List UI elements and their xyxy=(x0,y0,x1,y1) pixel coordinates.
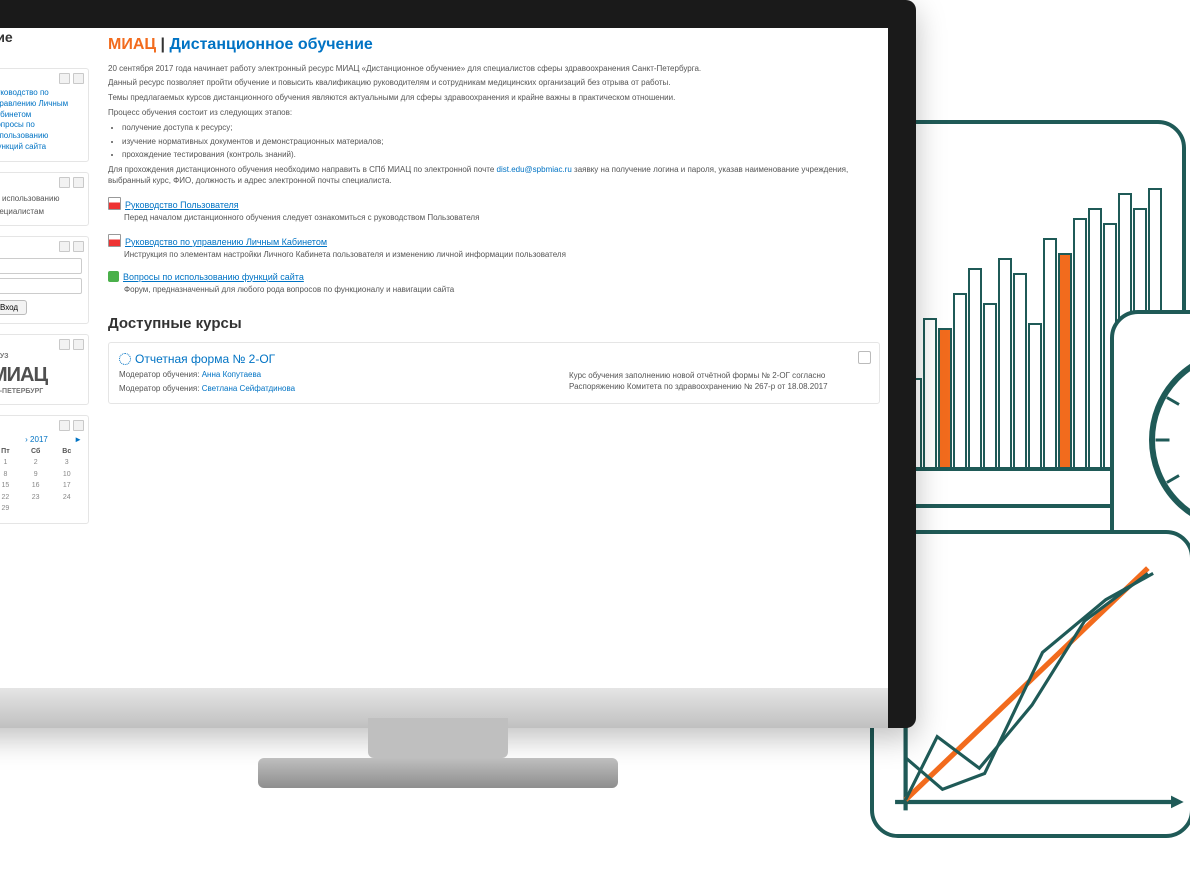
login-password-input[interactable] xyxy=(0,278,82,294)
sidebar-note: по использованию специалистам xyxy=(0,194,59,216)
calendar-day[interactable]: 29 xyxy=(0,503,20,514)
calendar-day[interactable]: 2 xyxy=(20,457,52,468)
panel-dock-icon[interactable] xyxy=(73,241,84,252)
step-item: получение доступа к ресурсу; xyxy=(122,123,880,134)
panel-collapse-icon[interactable] xyxy=(59,339,70,350)
doc-link-row: Руководство по управлению Личным Кабинет… xyxy=(108,234,880,248)
calendar-day[interactable]: 8 xyxy=(0,469,20,480)
panel-collapse-icon[interactable] xyxy=(59,73,70,84)
gauge-dial xyxy=(1149,349,1190,531)
calendar-day[interactable]: 23 xyxy=(20,492,52,503)
main-content: МИАЦ | Дистанционное обучение 20 сентябр… xyxy=(108,34,880,404)
calendar-day[interactable]: 9 xyxy=(20,469,52,480)
calendar-month[interactable]: › 2017 xyxy=(25,435,48,446)
calendar-day xyxy=(51,503,82,514)
sidebar-panel-links: Руководство по управлению Личным Кабинет… xyxy=(0,68,89,162)
gauge-card xyxy=(1110,310,1190,558)
calendar-day[interactable]: 17 xyxy=(51,480,82,491)
intro-paragraph: 20 сентября 2017 года начинает работу эл… xyxy=(108,64,880,75)
steps-list: получение доступа к ресурсу; изучение нор… xyxy=(122,123,880,161)
doc-subtitle: Инструкция по элементам настройки Личног… xyxy=(124,250,880,261)
course-description: Курс обучения заполнению новой отчётной … xyxy=(569,371,869,393)
sidebar-link-1[interactable]: Руководство по управлению Личным Кабинет… xyxy=(0,88,82,120)
sidebar: Руководство по управлению Личным Кабинет… xyxy=(0,68,89,534)
line-chart-card xyxy=(870,530,1190,838)
apply-text: Для прохождения дистанционного обучения … xyxy=(108,165,880,187)
sidebar-panel-note: по использованию специалистам xyxy=(0,172,89,227)
calendar-day[interactable]: 3 xyxy=(51,457,82,468)
intro-paragraph: Данный ресурс позволяет пройти обучение … xyxy=(108,78,880,89)
calendar-day[interactable]: 24 xyxy=(51,492,82,503)
available-courses-heading: Доступные курсы xyxy=(108,314,880,334)
doc-link[interactable]: Руководство по управлению Личным Кабинет… xyxy=(125,237,327,247)
pdf-icon xyxy=(108,234,121,247)
panel-dock-icon[interactable] xyxy=(73,339,84,350)
calendar-day[interactable]: 10 xyxy=(51,469,82,480)
calendar-day[interactable]: 15 xyxy=(0,480,20,491)
calendar-day[interactable]: 16 xyxy=(20,480,52,491)
doc-link[interactable]: Вопросы по использованию функций сайта xyxy=(123,272,304,282)
step-item: прохождение тестирования (контроль знани… xyxy=(122,150,880,161)
panel-dock-icon[interactable] xyxy=(73,177,84,188)
moderator-link-1[interactable]: Анна Копутаева xyxy=(202,370,261,379)
sidebar-panel-calendar: ◄ › 2017 ► ПтСбВс123891015161722232429 xyxy=(0,415,89,523)
step-item: изучение нормативных документов и демонс… xyxy=(122,137,880,148)
panel-collapse-icon[interactable] xyxy=(59,420,70,431)
doc-link-row: Вопросы по использованию функций сайта xyxy=(108,271,880,283)
doc-link[interactable]: Руководство Пользователя xyxy=(125,200,239,210)
panel-dock-icon[interactable] xyxy=(73,420,84,431)
calendar-day[interactable]: 1 xyxy=(0,457,20,468)
intro-paragraph: Процесс обучения состоит из следующих эт… xyxy=(108,108,880,119)
doc-subtitle: Форум, предназначенный для любого рода в… xyxy=(124,285,880,296)
logo-sub: КТ-ПЕТЕРБУРГ xyxy=(0,387,82,396)
doc-link-row: Руководство Пользователя xyxy=(108,197,880,211)
course-card: Отчетная форма № 2-ОГ Модератор обучения… xyxy=(108,342,880,404)
calendar-day xyxy=(20,503,52,514)
intro-paragraph: Темы предлагаемых курсов дистанционного … xyxy=(108,93,880,104)
forum-icon xyxy=(108,271,119,282)
sidebar-panel-logo: ГБУЗ МИАЦ КТ-ПЕТЕРБУРГ xyxy=(0,334,89,405)
monitor-frame: анционное обучение Руководство по управл… xyxy=(0,0,916,728)
calendar-day[interactable]: 22 xyxy=(0,492,20,503)
enter-course-icon[interactable] xyxy=(858,351,871,364)
login-username-input[interactable] xyxy=(0,258,82,274)
calendar-next[interactable]: ► xyxy=(74,435,82,446)
pdf-icon xyxy=(108,197,121,210)
apply-email-link[interactable]: dist.edu@spbmiac.ru xyxy=(497,165,572,174)
doc-subtitle: Перед началом дистанционного обучения сл… xyxy=(124,213,880,224)
line-chart xyxy=(874,534,1190,834)
logo-top: ГБУЗ xyxy=(0,352,82,361)
course-title[interactable]: Отчетная форма № 2-ОГ xyxy=(119,351,869,367)
panel-collapse-icon[interactable] xyxy=(59,177,70,188)
moderator-link-2[interactable]: Светлана Сейфатдинова xyxy=(202,384,295,393)
sidebar-link-2[interactable]: Вопросы по использованию функций сайта xyxy=(0,120,82,152)
screen: анционное обучение Руководство по управл… xyxy=(0,28,888,688)
calendar-grid: ПтСбВс123891015161722232429 xyxy=(0,446,82,515)
gear-icon xyxy=(119,353,131,365)
sidebar-panel-login: Вход xyxy=(0,236,89,324)
panel-collapse-icon[interactable] xyxy=(59,241,70,252)
logo-main: МИАЦ xyxy=(0,364,47,386)
page-title: МИАЦ | Дистанционное обучение xyxy=(108,34,880,56)
login-button[interactable]: Вход xyxy=(0,300,27,315)
panel-dock-icon[interactable] xyxy=(73,73,84,84)
